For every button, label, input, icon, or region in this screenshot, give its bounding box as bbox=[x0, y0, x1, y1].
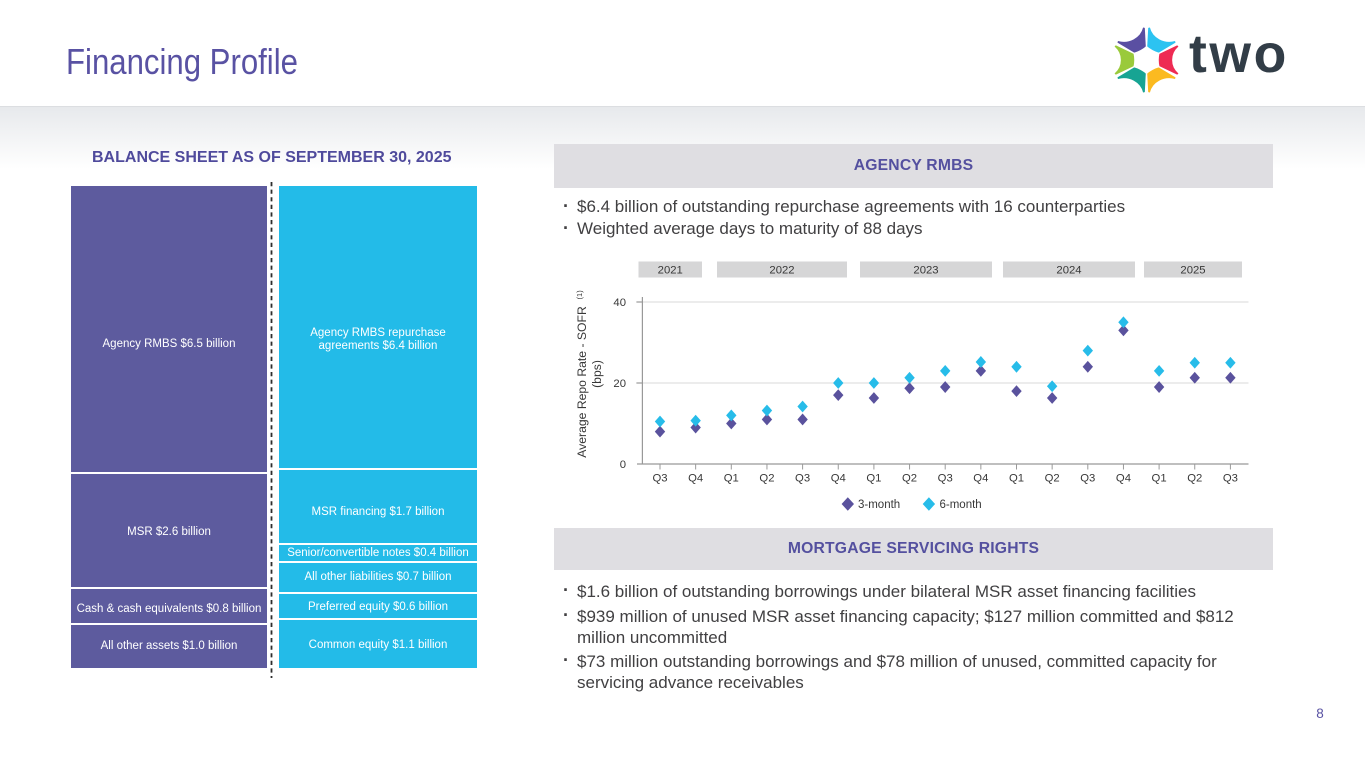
svg-text:3-month: 3-month bbox=[858, 499, 900, 511]
svg-text:Q1: Q1 bbox=[724, 473, 739, 485]
svg-text:20: 20 bbox=[613, 378, 626, 390]
svg-text:Q4: Q4 bbox=[688, 473, 703, 485]
svg-text:2025: 2025 bbox=[1180, 265, 1205, 277]
svg-text:Q3: Q3 bbox=[938, 473, 953, 485]
svg-text:2021: 2021 bbox=[658, 265, 683, 277]
svg-text:0: 0 bbox=[620, 459, 626, 471]
svg-text:Q1: Q1 bbox=[866, 473, 881, 485]
svg-text:(bps): (bps) bbox=[590, 360, 604, 388]
svg-text:Q4: Q4 bbox=[973, 473, 988, 485]
svg-text:6-month: 6-month bbox=[940, 499, 982, 511]
svg-text:2024: 2024 bbox=[1056, 265, 1081, 277]
svg-text:Q2: Q2 bbox=[1187, 473, 1202, 485]
svg-text:2022: 2022 bbox=[769, 265, 794, 277]
svg-text:2023: 2023 bbox=[913, 265, 938, 277]
svg-text:Q3: Q3 bbox=[795, 473, 810, 485]
svg-text:Q3: Q3 bbox=[652, 473, 667, 485]
svg-text:Q3: Q3 bbox=[1080, 473, 1095, 485]
svg-text:Q2: Q2 bbox=[902, 473, 917, 485]
svg-text:Q1: Q1 bbox=[1009, 473, 1024, 485]
svg-text:Q2: Q2 bbox=[759, 473, 774, 485]
svg-text:40: 40 bbox=[613, 297, 626, 309]
svg-text:Q3: Q3 bbox=[1223, 473, 1238, 485]
svg-text:Q4: Q4 bbox=[1116, 473, 1131, 485]
svg-text:Q1: Q1 bbox=[1152, 473, 1167, 485]
svg-text:Q4: Q4 bbox=[831, 473, 846, 485]
svg-text:Average Repo Rate - SOFR (1): Average Repo Rate - SOFR (1) bbox=[575, 290, 589, 458]
svg-text:Q2: Q2 bbox=[1045, 473, 1060, 485]
